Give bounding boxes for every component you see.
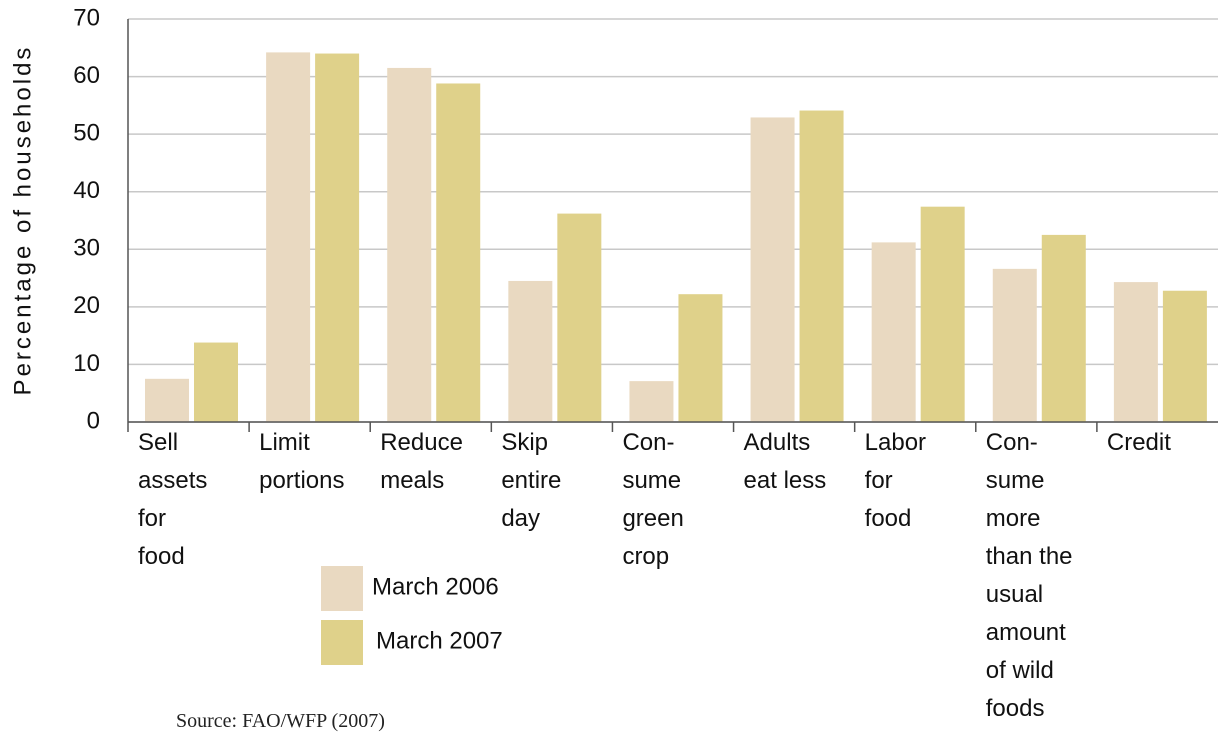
bar	[436, 83, 481, 422]
x-tick-label: Reduce meals	[380, 429, 463, 494]
legend-swatch	[321, 566, 363, 611]
bar	[871, 242, 916, 422]
y-tick-label: 70	[73, 4, 100, 31]
x-tick-label: Adults eat less	[743, 429, 827, 494]
legend-swatch	[321, 620, 363, 665]
y-tick-label: 0	[87, 407, 100, 434]
y-axis-label: Percentage of households	[9, 45, 36, 396]
bar	[145, 378, 189, 422]
x-tick-label: Labor for food	[864, 429, 927, 532]
bar	[1113, 282, 1158, 422]
bar	[508, 280, 553, 422]
bar	[799, 110, 844, 422]
y-tick-label: 40	[73, 177, 100, 204]
bar	[266, 52, 311, 423]
bar	[992, 268, 1037, 422]
legend-label: March 2006	[372, 573, 499, 600]
x-tick-label: Con- sume more than the usual amount of …	[985, 429, 1073, 722]
bar	[315, 53, 360, 423]
bar	[629, 381, 674, 422]
bar	[920, 206, 965, 422]
bar	[678, 294, 723, 422]
bar	[387, 67, 432, 422]
x-tick-label: Sell assets for food	[138, 429, 208, 570]
y-tick-label: 20	[73, 292, 100, 319]
y-tick-label: 30	[73, 235, 100, 262]
x-tick-label: Con- sume green crop	[622, 429, 684, 570]
y-tick-label: 60	[73, 62, 100, 89]
x-tick-label: Credit	[1106, 429, 1171, 456]
x-tick-label: Skip entire day	[501, 429, 562, 532]
legend-label: March 2007	[376, 627, 503, 654]
bar	[1162, 290, 1207, 422]
y-tick-label: 10	[73, 350, 100, 377]
bar	[750, 117, 795, 422]
bar	[557, 213, 602, 422]
source-note: Source: FAO/WFP (2007)	[176, 710, 385, 732]
x-tick-label: Limit portions	[259, 429, 345, 494]
bar	[1041, 234, 1086, 422]
bar	[194, 342, 238, 422]
y-tick-label: 50	[73, 119, 100, 146]
